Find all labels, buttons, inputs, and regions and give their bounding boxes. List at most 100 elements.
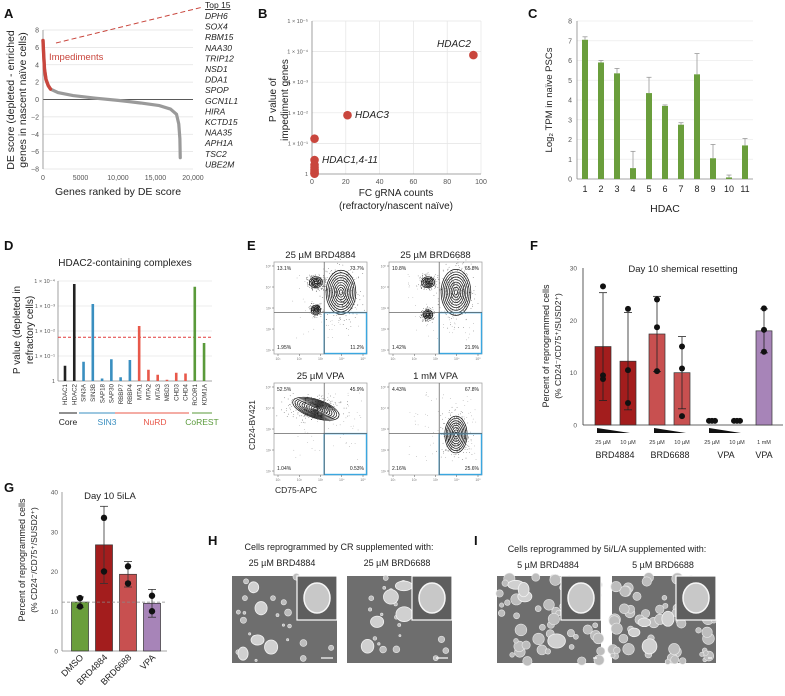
event-dot xyxy=(427,282,428,283)
event-dot xyxy=(462,263,463,265)
event-dot xyxy=(448,284,449,285)
event-dot xyxy=(454,313,456,315)
event-dot xyxy=(291,402,293,404)
event-dot xyxy=(345,407,347,409)
event-dot xyxy=(409,445,411,447)
event-dot xyxy=(464,448,466,450)
event-dot xyxy=(458,418,460,419)
event-dot xyxy=(345,442,347,443)
event-dot xyxy=(432,453,433,455)
event-dot xyxy=(352,283,353,285)
flow-plot-frame xyxy=(388,261,483,355)
event-dot xyxy=(322,280,324,282)
micrograph-caption: 5 µM BRD4884 xyxy=(517,560,579,570)
event-dot xyxy=(296,417,297,419)
event-dot xyxy=(336,308,338,310)
event-dot xyxy=(356,412,358,413)
event-dot xyxy=(456,293,458,294)
cell-colony xyxy=(668,643,681,655)
event-dot xyxy=(474,298,475,300)
bar xyxy=(156,374,159,381)
event-dot xyxy=(290,409,291,411)
event-dot xyxy=(301,419,303,420)
event-dot xyxy=(445,417,446,418)
event-dot xyxy=(304,402,306,404)
density-contour xyxy=(452,286,460,298)
event-dot xyxy=(423,315,425,317)
y-tick-label: 10⁴ xyxy=(381,407,387,411)
event-dot xyxy=(437,304,439,306)
event-dot xyxy=(311,287,312,289)
xtick-label: 6 xyxy=(662,184,667,194)
event-dot xyxy=(313,312,315,314)
event-dot xyxy=(347,401,348,403)
cell-colony xyxy=(695,627,702,634)
event-dot xyxy=(339,264,340,265)
event-dot xyxy=(350,309,352,311)
event-dot xyxy=(348,293,349,295)
event-dot xyxy=(345,315,347,317)
event-dot xyxy=(435,280,437,282)
event-dot xyxy=(302,298,304,300)
dose-label: 10 µM xyxy=(620,440,636,446)
event-dot xyxy=(292,300,294,302)
event-dot xyxy=(453,456,455,458)
event-dot xyxy=(319,310,321,311)
event-dot xyxy=(335,278,336,280)
event-dot xyxy=(343,407,345,409)
event-dot xyxy=(461,412,463,414)
top15-callout-line xyxy=(55,6,204,44)
dose-gradient-triangle xyxy=(597,428,630,433)
event-dot xyxy=(448,422,449,423)
event-dot xyxy=(314,286,316,288)
event-dot xyxy=(446,436,448,437)
density-contour xyxy=(421,276,435,289)
event-dot xyxy=(457,417,459,418)
event-dot xyxy=(326,271,328,273)
xtick-label: 0 xyxy=(310,179,314,186)
event-dot xyxy=(329,421,331,422)
cell-colony xyxy=(637,617,651,628)
xtick-label: MTA3 xyxy=(155,383,162,400)
event-dot xyxy=(443,451,445,453)
event-dot xyxy=(359,392,360,394)
event-dot xyxy=(343,421,345,422)
event-dot xyxy=(427,272,429,274)
event-dot xyxy=(475,421,477,423)
cell-colony xyxy=(573,633,579,640)
event-dot xyxy=(306,278,308,280)
density-contour xyxy=(294,398,338,420)
event-dot xyxy=(326,289,328,291)
event-dot xyxy=(456,285,458,286)
cell-colony xyxy=(549,574,562,586)
scatter-point xyxy=(310,134,319,143)
y-tick-label: 10¹ xyxy=(381,349,387,353)
cell-colony xyxy=(596,646,606,656)
event-dot xyxy=(361,400,362,402)
event-dot xyxy=(341,304,343,306)
event-dot xyxy=(465,319,467,321)
event-dot xyxy=(343,302,344,303)
event-dot xyxy=(467,437,469,439)
event-dot xyxy=(473,323,474,325)
density-contour xyxy=(337,287,345,298)
event-dot xyxy=(465,444,467,446)
replicate-point xyxy=(654,368,660,375)
event-dot xyxy=(417,414,419,415)
x-tick-label: 10³ xyxy=(433,478,439,482)
event-dot xyxy=(425,395,427,396)
top15-gene: APH1A xyxy=(204,138,233,148)
event-dot xyxy=(460,413,461,415)
event-dot xyxy=(340,401,342,403)
y-tick-label: 10⁵ xyxy=(266,386,272,390)
event-dot xyxy=(457,298,458,300)
event-dot xyxy=(307,442,308,443)
ytick-label: 20 xyxy=(570,318,578,325)
event-dot xyxy=(334,402,336,403)
event-dot xyxy=(459,293,461,295)
event-dot xyxy=(469,292,471,294)
event-dot xyxy=(428,278,430,280)
cell-colony xyxy=(543,599,555,611)
top15-gene: RBM15 xyxy=(205,32,234,42)
density-contour xyxy=(440,269,472,316)
